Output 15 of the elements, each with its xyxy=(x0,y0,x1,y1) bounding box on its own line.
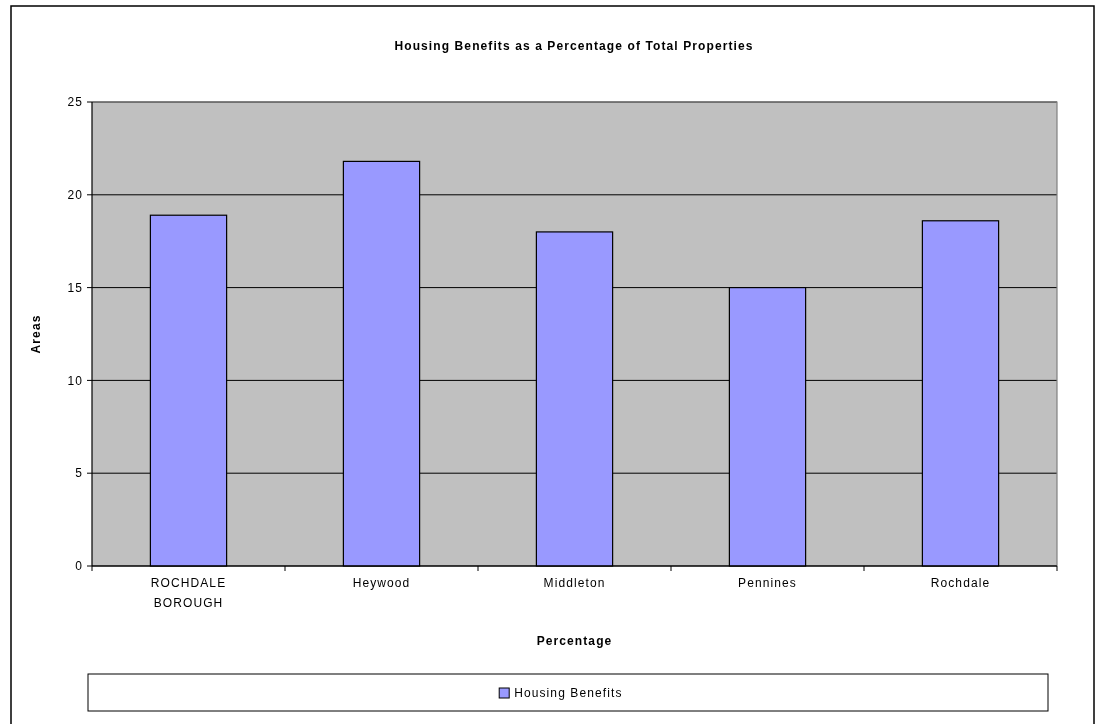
x-tick-label: Middleton xyxy=(543,576,606,590)
y-tick-label: 15 xyxy=(67,280,83,295)
y-tick-label: 5 xyxy=(75,466,83,481)
y-tick-label: 25 xyxy=(67,95,83,110)
y-axis-title: Areas xyxy=(29,314,43,354)
y-tick-label: 10 xyxy=(67,373,83,388)
x-tick-label: Rochdale xyxy=(930,576,991,590)
x-tick-label: Heywood xyxy=(352,576,411,590)
x-tick-label: ROCHDALE BOROUGH xyxy=(150,576,227,610)
x-axis-title: Percentage xyxy=(536,634,613,648)
y-tick-label: 20 xyxy=(67,188,83,202)
legend-label: Housing Benefits xyxy=(514,686,623,701)
chart-title: Housing Benefits as a Percentage of Total Properties xyxy=(394,39,754,53)
x-tick-label: Pennines xyxy=(738,576,797,590)
y-tick-label: 0 xyxy=(75,559,83,574)
